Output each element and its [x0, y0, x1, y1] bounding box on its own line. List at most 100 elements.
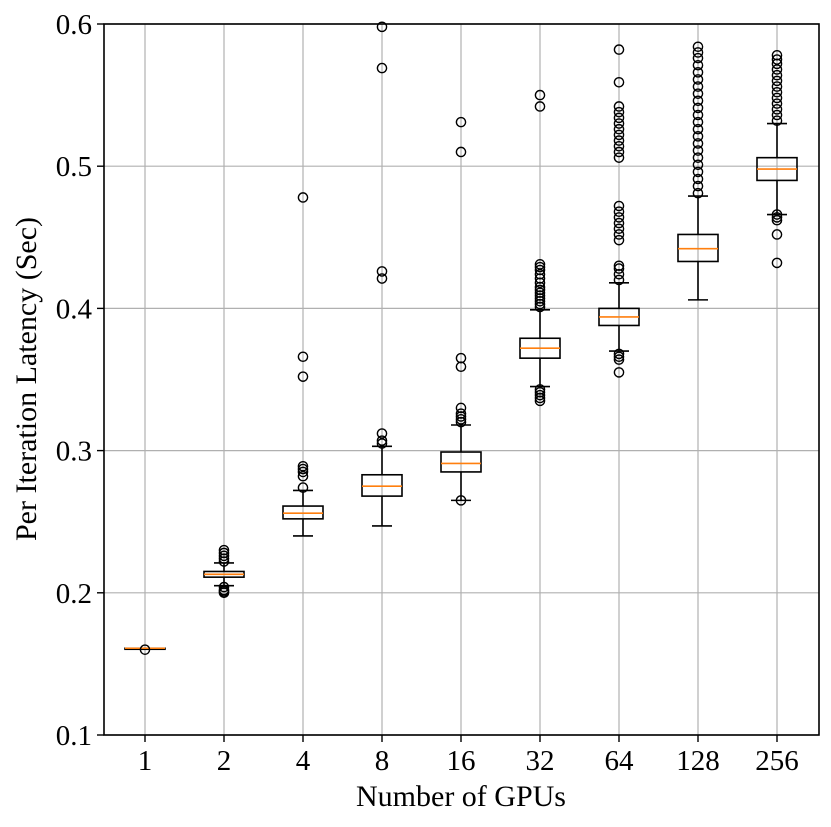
outlier-point [534, 259, 546, 270]
outlier-point [297, 192, 309, 203]
outlier-point [771, 54, 783, 65]
outlier-point [692, 131, 704, 142]
outlier-point [218, 547, 230, 559]
outlier-point [613, 348, 625, 360]
outlier-point [692, 187, 704, 199]
box-group-2 [203, 544, 245, 599]
outlier-point [297, 371, 309, 382]
outlier-point [771, 214, 783, 226]
outlier-point [297, 470, 309, 482]
outlier-point [771, 81, 783, 92]
y-tick-label: 0.1 [56, 720, 92, 752]
y-tick-label: 0.6 [56, 9, 92, 41]
outlier-point [534, 284, 546, 296]
outlier-point [613, 140, 625, 152]
outlier-point [613, 367, 625, 378]
x-axis-title: Number of GPUs [356, 780, 566, 813]
outlier-point [297, 463, 309, 475]
outlier-point [692, 52, 704, 64]
y-axis-title: Per Iteration Latency (Sec) [10, 217, 43, 541]
outlier-point [455, 116, 467, 128]
y-tick-label: 0.2 [56, 578, 92, 610]
outlier-point [613, 77, 625, 88]
box-group-16 [440, 116, 482, 506]
outlier-point [376, 266, 388, 277]
outlier-point [771, 109, 783, 121]
outlier-point [218, 550, 230, 562]
iqr-box [440, 451, 482, 473]
outlier-point [297, 466, 309, 478]
y-tick-label: 0.3 [56, 436, 92, 468]
box-group-256 [756, 49, 798, 269]
outlier-point [534, 386, 546, 398]
outlier-point [218, 584, 230, 596]
x-tick-label: 4 [296, 745, 311, 777]
outlier-point [613, 229, 625, 240]
box-group-128 [677, 41, 719, 301]
outlier-point [376, 62, 388, 74]
box-group-64 [598, 44, 640, 378]
outlier-point [692, 59, 704, 71]
outlier-point [692, 145, 704, 156]
outlier-point [692, 138, 704, 149]
outlier-point [297, 460, 309, 472]
outlier-point [613, 129, 625, 141]
outlier-point [455, 146, 467, 158]
outlier-point [613, 112, 625, 124]
outlier-point [613, 354, 625, 365]
outlier-point [534, 264, 546, 276]
outlier-point [771, 49, 783, 61]
outlier-point [297, 482, 309, 493]
outlier-point [692, 123, 704, 135]
box-group-1 [124, 644, 166, 655]
outlier-point [534, 89, 546, 101]
outlier-point [771, 209, 783, 220]
outlier-point [376, 435, 388, 446]
outlier-point [376, 273, 388, 284]
outlier-point [692, 81, 704, 92]
outlier-point [692, 88, 704, 99]
outlier-point [613, 351, 625, 363]
outlier-point [455, 495, 467, 506]
outlier-point [771, 86, 783, 98]
outlier-point [218, 544, 230, 556]
outlier-point [692, 74, 704, 85]
outlier-point [692, 173, 704, 185]
outlier-point [771, 98, 783, 109]
outlier-point [613, 274, 625, 286]
outlier-point [771, 229, 783, 240]
box-group-4 [282, 192, 324, 537]
outlier-point [534, 101, 546, 112]
outlier-point [771, 64, 783, 75]
outlier-point [692, 47, 704, 58]
outlier-point [455, 414, 467, 425]
outlier-point [692, 102, 704, 114]
outlier-point [613, 200, 625, 212]
outlier-point [534, 261, 546, 273]
outlier-point [613, 118, 625, 129]
outlier-point [613, 234, 625, 246]
box-layer [124, 21, 798, 655]
box-group-32 [519, 89, 561, 407]
x-tick-label: 1 [138, 745, 153, 777]
outlier-point [692, 180, 704, 192]
outlier-point [376, 438, 388, 449]
outlier-point [771, 104, 783, 115]
y-tick-label: 0.4 [56, 293, 93, 325]
outlier-point [692, 159, 704, 171]
y-tick-label: 0.5 [56, 151, 92, 183]
x-tick-label: 16 [447, 745, 476, 777]
outlier-point [534, 389, 546, 401]
outlier-point [692, 67, 704, 78]
outlier-point [613, 206, 625, 218]
x-tick-label: 2 [217, 745, 232, 777]
outlier-point [218, 581, 230, 593]
outlier-point [692, 95, 704, 107]
outlier-point [771, 92, 783, 104]
x-tick-label: 128 [676, 745, 720, 777]
tick-layer: 0.1 0.2 0.3 0.4 0.5 0.6 1 2 4 8 16 32 64 128 256 [56, 9, 799, 777]
grid-layer [104, 23, 819, 736]
outlier-point [692, 109, 704, 121]
outlier-point [613, 135, 625, 146]
